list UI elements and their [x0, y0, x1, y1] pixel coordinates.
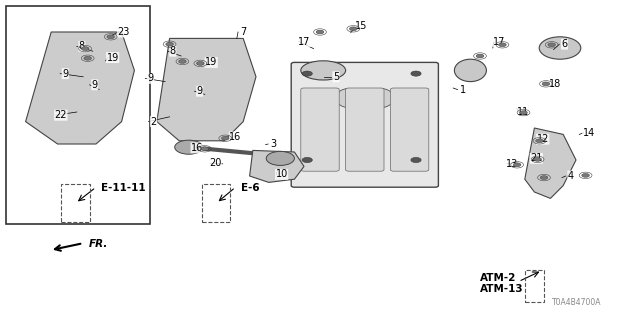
Text: 8: 8	[79, 41, 85, 52]
Text: ATM-2: ATM-2	[480, 273, 516, 284]
Text: 17: 17	[298, 36, 310, 47]
Ellipse shape	[368, 88, 394, 108]
Circle shape	[175, 140, 203, 154]
FancyBboxPatch shape	[390, 88, 429, 171]
Text: 13: 13	[506, 159, 518, 169]
Ellipse shape	[400, 88, 426, 108]
Text: 19: 19	[106, 52, 119, 63]
Circle shape	[499, 43, 506, 47]
Circle shape	[84, 56, 92, 60]
Polygon shape	[250, 150, 304, 182]
Text: 17: 17	[493, 36, 506, 47]
Text: 5: 5	[333, 72, 339, 82]
Circle shape	[536, 139, 543, 143]
Text: 2: 2	[150, 116, 157, 127]
Text: 9: 9	[92, 80, 98, 90]
Circle shape	[201, 147, 209, 151]
Text: 11: 11	[517, 107, 530, 117]
Text: 21: 21	[530, 153, 543, 164]
Text: FR.: FR.	[88, 239, 108, 249]
Circle shape	[476, 54, 484, 58]
Polygon shape	[157, 38, 256, 141]
Circle shape	[513, 163, 521, 167]
Circle shape	[349, 27, 357, 31]
Polygon shape	[525, 128, 576, 198]
FancyBboxPatch shape	[346, 88, 384, 171]
Text: 18: 18	[549, 79, 562, 89]
Circle shape	[540, 176, 548, 180]
Ellipse shape	[454, 59, 486, 82]
Circle shape	[302, 71, 312, 76]
Text: 16: 16	[229, 132, 242, 142]
Text: 20: 20	[209, 158, 221, 168]
Ellipse shape	[301, 61, 346, 80]
Circle shape	[107, 35, 115, 39]
Circle shape	[542, 82, 550, 86]
Circle shape	[196, 61, 204, 65]
Circle shape	[534, 157, 541, 161]
Circle shape	[166, 42, 173, 46]
Circle shape	[221, 136, 229, 140]
Text: 10: 10	[275, 169, 288, 180]
Text: 9: 9	[62, 68, 68, 79]
Circle shape	[582, 173, 589, 177]
Text: 14: 14	[582, 128, 595, 138]
Text: 6: 6	[561, 39, 568, 49]
Circle shape	[302, 157, 312, 163]
Text: T0A4B4700A: T0A4B4700A	[552, 298, 602, 307]
Circle shape	[81, 47, 89, 51]
Circle shape	[266, 151, 294, 165]
Text: 4: 4	[568, 171, 574, 181]
Circle shape	[179, 60, 186, 63]
Text: 12: 12	[536, 134, 549, 144]
Text: 22: 22	[54, 110, 67, 120]
Ellipse shape	[540, 37, 581, 59]
Text: 9: 9	[147, 73, 154, 84]
Text: 16: 16	[191, 143, 204, 153]
Text: 19: 19	[205, 57, 218, 68]
Text: 7: 7	[240, 27, 246, 37]
Text: E-6: E-6	[241, 183, 259, 193]
Circle shape	[411, 157, 421, 163]
Ellipse shape	[336, 88, 362, 108]
Text: E-11-11: E-11-11	[101, 183, 146, 193]
Text: 9: 9	[196, 86, 203, 96]
Text: ATM-13: ATM-13	[480, 284, 524, 294]
Circle shape	[548, 43, 556, 47]
Text: 23: 23	[117, 27, 130, 37]
Text: 8: 8	[170, 46, 176, 56]
Circle shape	[411, 71, 421, 76]
Ellipse shape	[304, 88, 330, 108]
Text: 1: 1	[460, 84, 466, 95]
FancyBboxPatch shape	[291, 62, 438, 187]
Text: 3: 3	[270, 139, 276, 149]
Bar	[6, 6, 150, 224]
Polygon shape	[26, 32, 134, 144]
FancyBboxPatch shape	[301, 88, 339, 171]
Circle shape	[520, 111, 527, 115]
Text: 15: 15	[355, 21, 368, 31]
Circle shape	[316, 30, 324, 34]
